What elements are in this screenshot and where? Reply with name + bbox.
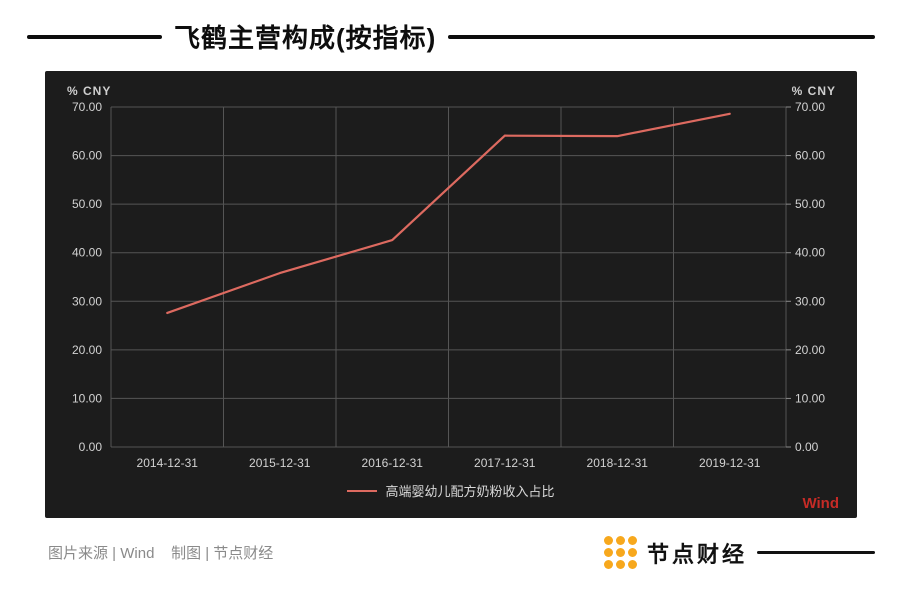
series-line — [165, 112, 731, 315]
chart-legend: 高端婴幼儿配方奶粉收入占比 — [45, 481, 857, 500]
page-title: 飞鹤主营构成(按指标) — [174, 23, 437, 53]
brand-name: 节点财经 — [646, 541, 747, 567]
title-rule-left — [27, 34, 162, 39]
footer-source-text: 图片来源 | Wind 制图 | 节点财经 — [48, 545, 274, 562]
page-header: 飞鹤主营构成(按指标) — [27, 0, 875, 69]
y-axis-label-right: 60.00 — [795, 149, 825, 163]
x-axis-label: 2018-12-31 — [586, 456, 648, 470]
footer-rule — [757, 551, 875, 554]
x-axis-label: 2019-12-31 — [699, 456, 761, 470]
title-rule-right — [448, 34, 875, 39]
wind-watermark: Wind — [802, 495, 839, 512]
y-axis-label-right: 20.00 — [795, 343, 825, 357]
y-axis-label-left: 20.00 — [71, 343, 101, 357]
y-axis-label-right: 50.00 — [795, 197, 825, 211]
y-axis-label-right: 0.00 — [795, 440, 819, 454]
y-axis-label-left: 30.00 — [71, 294, 101, 308]
y-axis-label-left: 70.00 — [71, 100, 101, 114]
y-axis-label-right: 70.00 — [795, 100, 825, 114]
y-axis-label-right: 30.00 — [795, 294, 825, 308]
page: 飞鹤主营构成(按指标) % CNY % CNY 0.00 0.00 10.00 10.00… — [27, 0, 875, 569]
y-axis-label-left: 60.00 — [71, 149, 101, 163]
y-axis-label-left: 50.00 — [71, 197, 101, 211]
legend-marker — [347, 489, 378, 492]
brand-logo-icon — [603, 536, 637, 569]
y-axis-label-left: 10.00 — [71, 391, 101, 405]
legend-label: 高端婴幼儿配方奶粉收入占比 — [385, 484, 555, 499]
y-axis-label-left: 0.00 — [78, 440, 102, 454]
x-axis-label: 2016-12-31 — [361, 456, 423, 470]
y-axis-label-left: 40.00 — [71, 246, 101, 260]
footer: 图片来源 | Wind 制图 | 节点财经 节点财经 — [27, 536, 875, 569]
chart-panel: % CNY % CNY 0.00 0.00 10.00 10.00 20.00 20.00 30… — [45, 71, 857, 518]
left-axis-unit: % CNY — [67, 84, 111, 98]
right-axis-unit: % CNY — [791, 84, 835, 98]
footer-brand: 节点财经 — [603, 536, 875, 569]
x-axis-label: 2017-12-31 — [474, 456, 536, 470]
y-axis-label-right: 40.00 — [795, 246, 825, 260]
y-axis-label-right: 10.00 — [795, 391, 825, 405]
x-axis-label: 2015-12-31 — [249, 456, 311, 470]
x-axis-label: 2014-12-31 — [136, 456, 198, 470]
line-chart: % CNY % CNY 0.00 0.00 10.00 10.00 20.00 20.00 30… — [67, 84, 835, 470]
